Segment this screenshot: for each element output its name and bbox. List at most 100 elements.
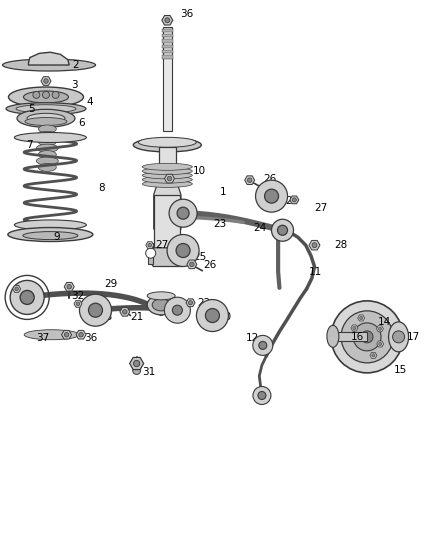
Circle shape (196, 300, 229, 332)
Ellipse shape (147, 292, 175, 300)
Ellipse shape (17, 109, 75, 127)
Circle shape (253, 335, 273, 356)
Bar (163, 27, 172, 131)
Text: 36: 36 (84, 334, 97, 343)
Text: 6: 6 (78, 118, 85, 128)
Circle shape (123, 310, 127, 314)
Text: 25: 25 (286, 197, 299, 206)
Circle shape (188, 301, 193, 305)
Circle shape (392, 331, 405, 343)
Text: 31: 31 (142, 367, 155, 377)
Circle shape (247, 178, 252, 182)
Text: 4: 4 (87, 98, 93, 107)
Circle shape (88, 303, 102, 317)
Text: 12: 12 (246, 334, 259, 343)
Ellipse shape (142, 180, 192, 188)
Ellipse shape (24, 91, 68, 103)
Circle shape (278, 225, 287, 235)
Ellipse shape (36, 131, 58, 140)
Circle shape (265, 189, 279, 203)
Ellipse shape (24, 330, 79, 340)
Ellipse shape (147, 295, 175, 315)
Circle shape (10, 280, 44, 314)
Bar (159, 147, 176, 179)
Circle shape (353, 323, 381, 351)
Ellipse shape (38, 163, 57, 172)
Text: 20: 20 (218, 312, 231, 322)
Circle shape (378, 342, 382, 345)
Bar (162, 50, 173, 53)
Text: 36: 36 (180, 9, 194, 19)
Bar (162, 45, 173, 48)
Circle shape (165, 18, 170, 23)
Bar (154, 195, 180, 248)
Circle shape (167, 235, 199, 266)
Text: 9: 9 (53, 232, 60, 242)
Ellipse shape (14, 133, 86, 142)
Circle shape (272, 219, 293, 241)
Text: 29: 29 (104, 279, 117, 288)
Circle shape (76, 302, 80, 305)
Circle shape (259, 341, 267, 350)
Circle shape (173, 305, 182, 315)
Text: 1: 1 (220, 187, 226, 197)
Text: 23: 23 (214, 219, 227, 229)
Ellipse shape (133, 138, 201, 152)
Ellipse shape (138, 138, 196, 147)
Circle shape (148, 244, 152, 247)
Text: 24: 24 (253, 223, 266, 233)
Text: 2: 2 (72, 60, 79, 70)
Circle shape (15, 287, 18, 290)
Ellipse shape (14, 220, 86, 230)
Circle shape (360, 317, 363, 320)
Ellipse shape (38, 138, 57, 146)
Circle shape (292, 198, 297, 202)
Text: 28: 28 (334, 240, 347, 250)
Text: 32: 32 (71, 291, 84, 301)
Circle shape (79, 294, 112, 326)
Circle shape (177, 207, 189, 219)
Circle shape (167, 176, 172, 181)
Text: 27: 27 (155, 240, 169, 250)
Ellipse shape (142, 172, 192, 179)
Circle shape (353, 326, 356, 329)
Circle shape (20, 290, 34, 304)
Circle shape (378, 327, 381, 330)
Text: 16: 16 (351, 332, 364, 342)
Ellipse shape (27, 114, 65, 123)
Ellipse shape (36, 157, 58, 165)
Circle shape (146, 248, 155, 258)
Ellipse shape (327, 325, 339, 348)
Ellipse shape (16, 104, 76, 113)
Text: 3: 3 (71, 80, 78, 90)
Circle shape (372, 354, 375, 357)
Text: 15: 15 (393, 366, 406, 375)
Ellipse shape (3, 59, 95, 71)
Text: 26: 26 (263, 174, 276, 183)
Bar (148, 243, 153, 264)
Circle shape (79, 333, 83, 337)
Ellipse shape (142, 176, 192, 183)
Ellipse shape (38, 125, 57, 133)
Text: 5: 5 (28, 104, 35, 114)
Circle shape (67, 285, 71, 289)
Text: 27: 27 (314, 203, 328, 213)
Polygon shape (154, 179, 181, 229)
Ellipse shape (389, 322, 409, 352)
Circle shape (190, 262, 194, 266)
Circle shape (331, 301, 403, 373)
Circle shape (258, 391, 266, 400)
Text: 21: 21 (131, 312, 144, 322)
Text: 11: 11 (309, 267, 322, 277)
Circle shape (164, 297, 191, 323)
Bar (162, 34, 173, 37)
Ellipse shape (23, 231, 78, 240)
Ellipse shape (38, 150, 57, 159)
Circle shape (205, 309, 219, 322)
Circle shape (180, 248, 189, 258)
Ellipse shape (142, 167, 192, 175)
Bar (162, 55, 173, 59)
Text: 26: 26 (204, 261, 217, 270)
Text: 35: 35 (15, 284, 28, 294)
Bar (162, 29, 173, 32)
